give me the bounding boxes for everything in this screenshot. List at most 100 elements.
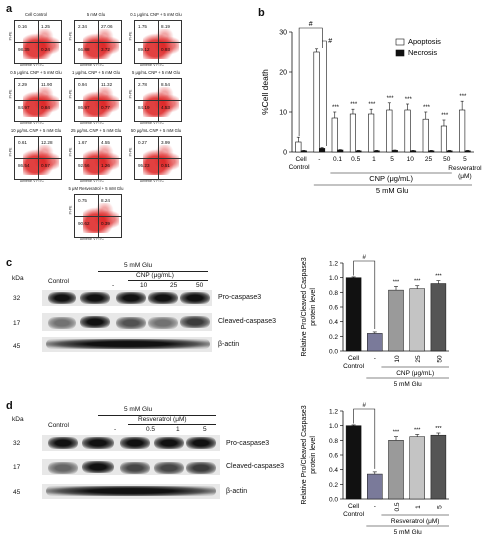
flow-plot-title: 25 μg/mL CNP + 5 mM Glu [70,128,122,133]
y-tick-label: 1.0 [329,275,338,282]
kda-32: 32 [13,440,21,447]
quadrant-divider [75,216,121,217]
bar-apoptosis [422,118,429,153]
bar [388,440,404,500]
y-axis-label-line2: protein level [310,436,317,474]
quadrant-value: 12.28 [41,140,53,145]
blot-c-glu-line [98,271,208,272]
quadrant-value: 27.06 [101,24,113,29]
quadrant-value: 4.53 [161,105,170,110]
quadrant-divider [15,158,61,159]
significance-marker: *** [368,102,376,108]
quadrant-value: 86.54 [18,163,30,168]
quadrant-divider [15,100,61,101]
kda-45: 45 [13,343,21,350]
scatter-dots [143,145,179,175]
x-tick-label: 0.5 [394,502,401,511]
bar-necrosis [464,150,471,153]
blot-d-label-actin: β-actin [226,488,248,495]
quadrant-divider [135,100,181,101]
legend-swatch [395,38,405,46]
bar-apoptosis [404,109,411,153]
y-tick-label: 0.2 [329,482,338,489]
y-axis-label-line2: protein level [310,288,317,326]
flow-y-axis-label: PI-PE [68,205,73,215]
quadrant-value: 84.19 [138,105,150,110]
flow-plot: 5 mM Glu 2.34 27.06 66.88 3.72 Annexin V FITC… [68,12,124,72]
flow-plot: 25 μg/mL CNP + 5 mM Glu 1.67 4.55 92.56 1.26… [68,128,124,188]
flow-x-axis-label: Annexin V FITC [80,121,104,125]
group-label-resveratrol-unit: (μM) [458,173,472,180]
flow-plot: Cell Control 0.16 1.25 98.35 0.24 Annexin V F… [8,12,64,72]
y-axis-label-line1: Relative Pro/Cleaved Caspase3 [301,257,308,356]
panel-letter-d: d [6,400,13,412]
quadrant-value: 92.56 [78,163,90,168]
flow-y-axis-label: PI-PE [8,147,13,157]
y-tick-label: 0.0 [329,497,338,504]
x-tick-label-control: Control [343,511,365,518]
x-tick-label: Cell [348,503,360,510]
blot-c-label-pro: Pro-caspase3 [218,294,262,301]
quadrant-value: 3.99 [161,140,170,145]
panel-letter-a: a [6,3,13,15]
group-label-resveratrol: Resveratrol [448,165,482,172]
flow-y-axis-label: PI-PE [68,89,73,99]
quadrant-divider [15,42,61,43]
scatter-dots [83,29,119,59]
quadrant-divider [75,100,121,101]
blot-c-glu-label: 5 mM Glu [124,262,153,269]
blot-c-cleaved-strip [42,313,212,331]
bracket-hash [353,260,376,329]
x-tick-label-control: Control [289,164,311,171]
bar [388,289,404,352]
quadrant-value: 3.72 [101,47,110,52]
bar [409,436,425,500]
quadrant-value: 66.88 [78,47,90,52]
flow-plot: 1 μg/mL CNP + 5 mM Glu 0.94 11.32 86.97 0.77… [68,70,124,130]
bar [409,288,425,352]
quadrant-value: 0.77 [101,105,110,110]
quadrant-value: 1.75 [138,24,147,29]
group-label-agent: Resveratrol (μM) [391,518,440,525]
quadrant-value: 0.75 [78,198,87,203]
group-label-glu: 5 mM Glu [394,381,423,388]
blot-d-agent-line [128,424,216,425]
kda-45: 45 [13,489,21,496]
bar [345,425,362,500]
flow-x-axis-label: Annexin V FITC [20,63,44,67]
quadrant-value: 0.51 [161,163,170,168]
bar [367,473,383,500]
bar-necrosis [337,149,344,153]
significance-marker: *** [393,279,400,285]
y-tick-label: 0.0 [329,349,338,356]
quadrant-value: 1.67 [78,140,87,145]
quadrant-divider [75,158,121,159]
flow-plot-title: 5 μg/mL CNP + 5 mM Glu [132,70,180,75]
x-tick-label: 0.1 [333,156,342,163]
quadrant-value: 86.97 [78,105,90,110]
y-tick-label: 0.4 [329,319,338,326]
blot-c-agent-line [128,280,208,281]
bar-necrosis [391,150,398,153]
bar [430,283,447,352]
flow-y-axis-label: PI-PE [68,31,73,41]
flow-x-axis-label: Annexin V FITC [140,179,164,183]
bar-necrosis [410,150,417,153]
y-tick-label: 20 [279,70,287,77]
flow-y-axis-label: PI-PE [128,31,133,41]
flow-y-axis-label: PI-PE [128,147,133,157]
group-label-glu: 5 mM Glu [394,529,423,536]
flow-x-axis-label: Annexin V FITC [80,63,104,67]
quadrant-divider [135,158,181,159]
blot-d-label-cleaved: Cleaved-caspase3 [226,463,284,470]
flow-x-axis-label: Annexin V FITC [80,179,104,183]
bar-necrosis [428,150,435,153]
y-tick-label: 0.8 [329,438,338,445]
blot-d-lane-05: 0.5 [146,426,156,433]
bar [430,434,447,500]
y-axis-label: %Cell death [260,69,270,115]
x-tick-label: 25 [415,355,422,363]
quadrant-value: 0.61 [18,140,27,145]
bar-necrosis [373,150,380,153]
significance-marker: *** [423,105,431,111]
